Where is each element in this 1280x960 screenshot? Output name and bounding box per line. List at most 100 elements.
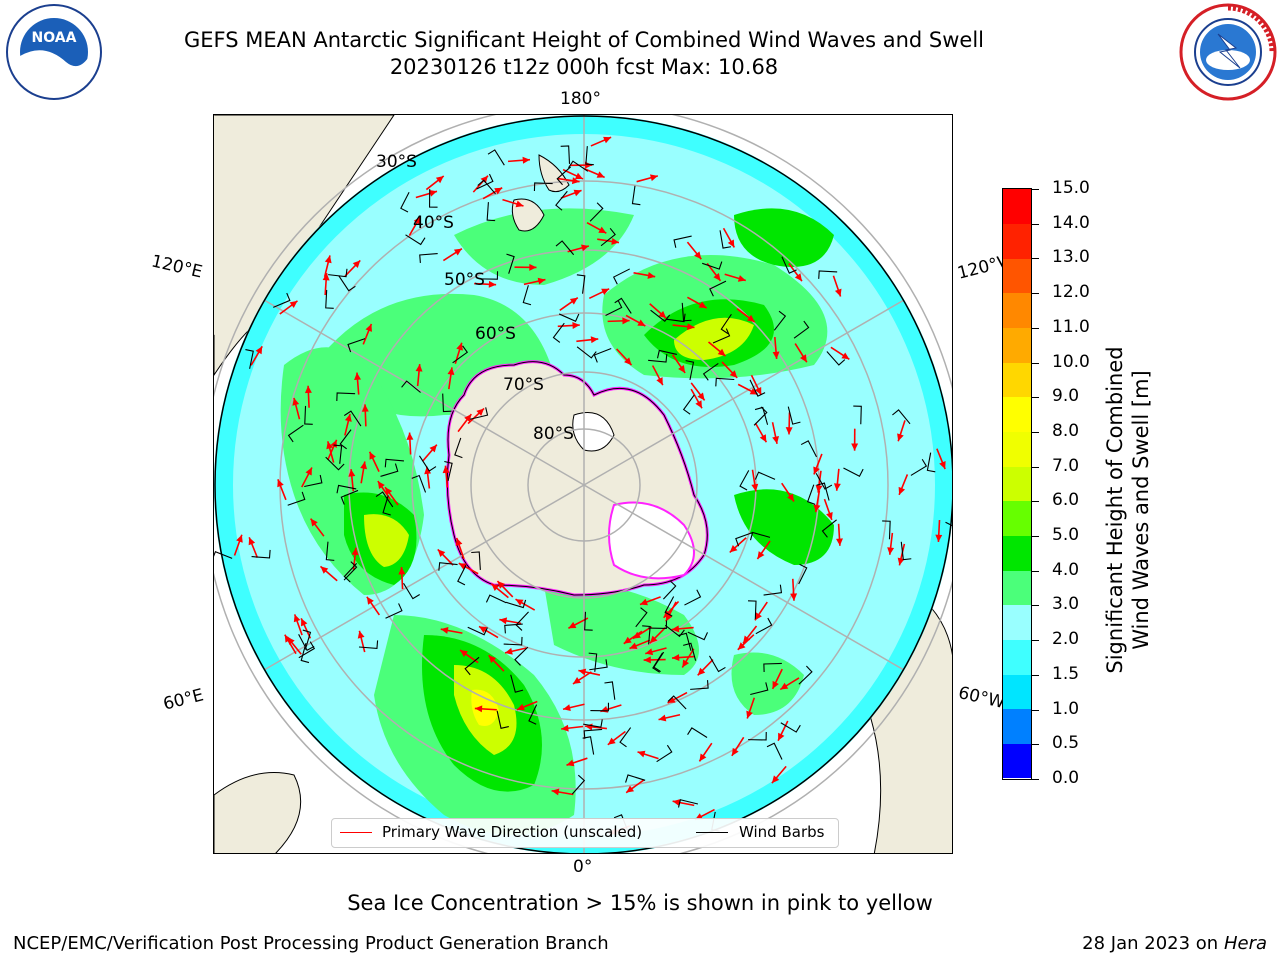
wind-barb: [652, 652, 664, 673]
wind-barb: [584, 611, 593, 631]
colorbar-tick: [1032, 466, 1039, 468]
wave-direction-arrowhead: [464, 414, 472, 422]
wind-barb: [748, 600, 757, 620]
wave-direction-arrowhead: [455, 538, 463, 546]
wave-direction-arrowhead: [729, 370, 738, 378]
wave-direction-arrowhead: [440, 627, 449, 634]
wave-direction-arrowhead: [751, 483, 759, 492]
wave-direction-arrowhead: [572, 321, 580, 329]
wave-direction-arrowhead: [611, 238, 619, 245]
wave-direction-arrowhead: [772, 351, 780, 359]
wind-barb: [555, 240, 575, 256]
wave-direction-arrowhead: [292, 397, 300, 406]
wave-direction-arrowhead: [352, 260, 361, 268]
wave-direction-arrowhead: [897, 557, 905, 566]
colorbar-segment: [1003, 258, 1031, 294]
wave-direction-arrowhead: [330, 439, 337, 448]
wind-barb: [336, 392, 356, 402]
wave-direction-arrowhead: [361, 404, 369, 412]
colorbar-tick: [1032, 640, 1039, 642]
wind-barb: [798, 665, 813, 685]
lon-label-180: 180°: [560, 89, 601, 109]
wind-barb: [614, 297, 632, 314]
wind-barb: [454, 437, 463, 459]
wind-barb: [853, 405, 862, 425]
wind-barb: [556, 166, 572, 186]
wave-direction-arrowhead: [522, 156, 530, 164]
lat-label-70s: 70°S: [503, 375, 544, 395]
wind-barb: [753, 406, 768, 426]
wind-barb: [568, 160, 589, 172]
wave-direction-arrowhead: [665, 613, 673, 622]
wind-barb: [405, 234, 426, 246]
wind-barb: [522, 285, 532, 306]
wind-barb: [900, 541, 912, 561]
wave-direction-arrowhead: [287, 637, 295, 645]
wind-barb: [304, 474, 323, 488]
lat-label-30s: 30°S: [376, 152, 417, 172]
wave-direction-arrowhead: [344, 414, 352, 422]
wind-barb: [510, 674, 524, 693]
colorbar-tick-label: 3.0: [1052, 594, 1080, 615]
wind-barb: [712, 328, 731, 344]
wind-barb: [781, 256, 797, 274]
wind-barb: [504, 623, 523, 634]
wind-barb: [798, 563, 808, 585]
colorbar-tick-label: 15.0: [1052, 178, 1090, 198]
wave-direction-arrowhead: [385, 487, 393, 496]
wave-direction-arrowhead: [649, 174, 658, 182]
wind-barb: [302, 629, 312, 650]
colorbar-tick-label: 12.0: [1052, 282, 1090, 303]
wind-barb: [662, 580, 677, 600]
wind-barb: [571, 774, 586, 795]
wave-direction-arrowhead: [354, 372, 361, 381]
wind-barb: [619, 727, 632, 748]
polar-map-canvas: [214, 115, 952, 853]
wind-barb: [604, 681, 616, 700]
wind-barb: [635, 607, 648, 628]
wind-barb: [251, 549, 271, 559]
noaa-logo-text: NOAA: [32, 30, 77, 46]
wind-barb: [800, 440, 818, 458]
colorbar-segment: [1003, 708, 1031, 744]
wind-barb: [576, 274, 586, 294]
wave-direction-arrowhead: [326, 441, 334, 450]
wind-barb: [650, 309, 671, 323]
wave-direction-arrowhead: [369, 451, 376, 460]
wind-barbs: [214, 145, 952, 832]
wind-barb: [506, 253, 515, 274]
wave-direction-arrowhead: [658, 714, 667, 722]
wind-barb: [750, 682, 769, 696]
wind-barb: [754, 471, 776, 480]
colorbar-title-line2: Wind Waves and Swell [m]: [1129, 370, 1153, 650]
wind-barb: [582, 736, 595, 755]
colorbar-segment: [1003, 431, 1031, 467]
wave-direction-arrowhead: [255, 346, 263, 355]
wave-direction-arrowhead: [413, 216, 421, 225]
wind-barb: [882, 520, 891, 540]
wind-barb: [485, 594, 507, 604]
wind-barb: [754, 406, 769, 425]
wind-barb: [682, 394, 695, 415]
colorbar-segment: [1003, 396, 1031, 433]
wave-direction-arrowhead: [499, 617, 508, 625]
wind-barb: [648, 620, 668, 630]
wave-direction-arrowhead: [598, 226, 607, 234]
wave-direction-arrowhead: [778, 732, 785, 741]
wind-barb: [401, 380, 421, 393]
wind-barb: [683, 642, 697, 661]
wave-direction-arrowhead: [772, 680, 779, 689]
wave-direction-arrowhead: [787, 493, 794, 502]
wind-barb: [826, 351, 846, 366]
wind-barb: [496, 710, 509, 729]
wave-direction-arrowhead: [826, 511, 833, 520]
wind-barb: [673, 235, 692, 248]
wave-direction-arrowhead: [415, 364, 423, 372]
colorbar-tick-label: 14.0: [1052, 212, 1090, 233]
wind-barb: [325, 456, 345, 471]
wind-barb: [816, 482, 830, 501]
wave-direction-arrowhead: [671, 625, 680, 633]
colorbar-segment: [1003, 362, 1031, 398]
wave-direction-arrowhead: [575, 172, 584, 180]
wind-barb: [442, 393, 452, 413]
